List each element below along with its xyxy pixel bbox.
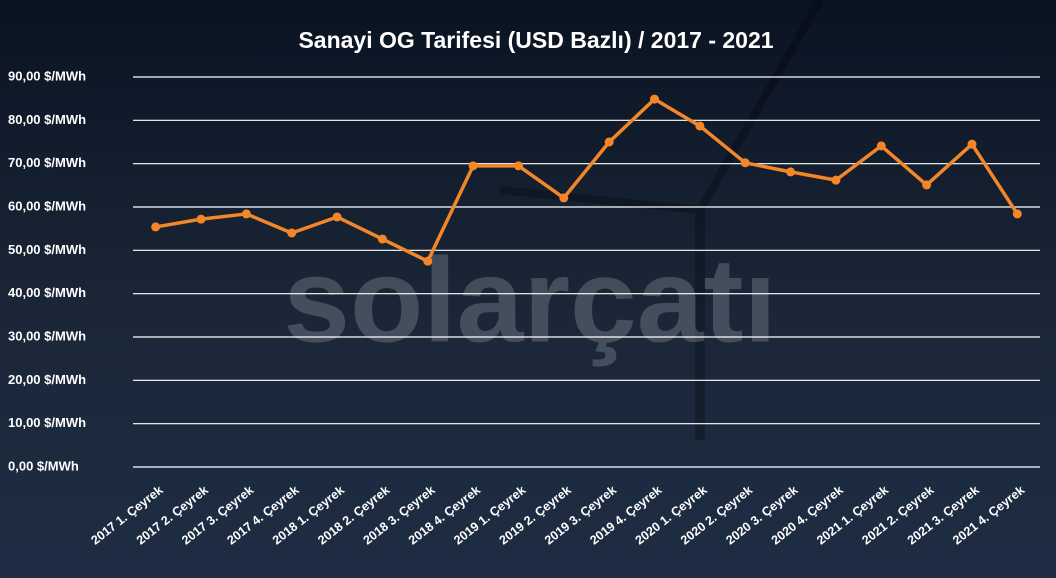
- point: [650, 94, 660, 104]
- point: [241, 209, 251, 219]
- point: [740, 158, 750, 168]
- point: [468, 161, 478, 171]
- point: [287, 228, 297, 238]
- point: [967, 139, 977, 149]
- point: [196, 214, 206, 224]
- y-tick-label: 10,00 $/MWh: [8, 415, 86, 430]
- chart-title: Sanayi OG Tarifesi (USD Bazlı) / 2017 - …: [298, 27, 773, 53]
- y-tick-label: 20,00 $/MWh: [8, 372, 86, 387]
- point: [604, 137, 614, 147]
- y-tick-label: 90,00 $/MWh: [8, 68, 86, 83]
- y-tick-label: 0,00 $/MWh: [8, 458, 79, 473]
- point: [695, 121, 705, 131]
- point: [786, 167, 796, 177]
- point: [513, 161, 523, 171]
- y-tick-label: 50,00 $/MWh: [8, 242, 86, 257]
- y-tick-label: 40,00 $/MWh: [8, 285, 86, 300]
- point: [151, 222, 161, 232]
- point: [922, 180, 932, 190]
- point: [831, 175, 841, 185]
- y-tick-label: 30,00 $/MWh: [8, 328, 86, 343]
- y-tick-label: 70,00 $/MWh: [8, 155, 86, 170]
- point: [377, 234, 387, 244]
- line: [155, 97, 1019, 263]
- point: [423, 256, 433, 266]
- point: [332, 212, 342, 222]
- point: [876, 141, 886, 151]
- y-tick-label: 60,00 $/MWh: [8, 198, 86, 213]
- point: [1012, 209, 1022, 219]
- watermark: solarçatı: [283, 234, 777, 368]
- point: [559, 193, 569, 203]
- y-tick-label: 80,00 $/MWh: [8, 112, 86, 127]
